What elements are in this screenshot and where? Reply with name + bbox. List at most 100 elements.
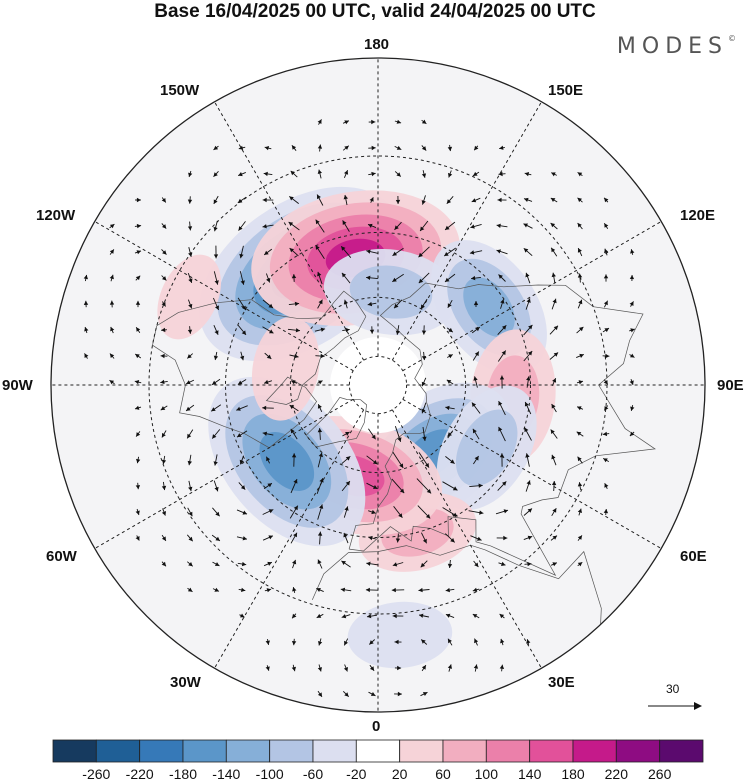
wind-vector bbox=[369, 197, 374, 203]
wind-vector bbox=[577, 561, 583, 567]
wind-vector bbox=[551, 403, 557, 413]
wind-vector bbox=[526, 376, 531, 388]
wind-vector bbox=[550, 535, 558, 541]
wind-vector bbox=[291, 274, 297, 282]
wind-vector bbox=[343, 299, 348, 309]
wind-vector bbox=[213, 351, 219, 361]
anomaly-contour bbox=[251, 316, 320, 421]
wind-vector bbox=[470, 535, 482, 541]
wind-vector bbox=[237, 196, 247, 204]
wind-vector bbox=[576, 380, 584, 385]
wind-vector bbox=[472, 613, 480, 619]
wind-vector bbox=[394, 426, 402, 442]
wind-vector bbox=[447, 144, 453, 152]
wind-vector bbox=[602, 458, 610, 463]
wind-vector bbox=[420, 532, 428, 544]
colorbar-tick-label: -140 bbox=[212, 766, 241, 782]
wind-vector bbox=[213, 245, 219, 259]
wind-vector bbox=[161, 534, 167, 542]
wind-vector bbox=[603, 508, 609, 516]
wind-vector bbox=[342, 120, 350, 125]
wind-vector bbox=[523, 350, 533, 362]
wind-vector bbox=[340, 587, 352, 592]
wind-vector bbox=[160, 405, 168, 411]
wind-vector bbox=[602, 327, 610, 333]
wind-vector bbox=[500, 638, 505, 646]
meridian bbox=[84, 215, 354, 372]
wind-vector bbox=[523, 197, 533, 202]
wind-vector bbox=[289, 505, 299, 519]
wind-vector bbox=[470, 223, 482, 229]
polar-cap bbox=[330, 337, 426, 433]
wind-vector bbox=[416, 478, 432, 494]
wind-vector bbox=[577, 273, 583, 283]
map-border bbox=[50, 57, 706, 713]
wind-vector bbox=[262, 509, 274, 515]
wind-vector bbox=[109, 300, 115, 308]
wind-vector bbox=[496, 535, 508, 541]
wind-vector bbox=[135, 197, 141, 203]
lon-label-150w: 150W bbox=[160, 82, 200, 99]
wind-vector bbox=[237, 324, 247, 336]
wind-vector bbox=[264, 146, 272, 151]
wind-vector bbox=[526, 639, 531, 645]
wind-vector bbox=[629, 301, 634, 307]
wind-vector bbox=[471, 402, 481, 414]
lon-label-60e: 60E bbox=[680, 548, 707, 565]
wind-vector bbox=[369, 326, 375, 334]
colorbar-cell bbox=[312, 739, 357, 763]
meridian bbox=[208, 409, 365, 679]
logo-mark: © bbox=[728, 34, 736, 43]
wind-vector bbox=[343, 638, 349, 646]
wind-vector bbox=[550, 197, 558, 203]
wind-vector bbox=[576, 431, 584, 437]
wind-vector bbox=[211, 429, 221, 439]
wind-vector bbox=[287, 328, 301, 333]
wind-vector bbox=[469, 250, 483, 255]
wind-vector bbox=[366, 249, 378, 254]
wind-vector bbox=[444, 533, 456, 543]
wind-vector bbox=[524, 172, 532, 177]
wind-vector bbox=[262, 224, 274, 229]
wind-vector bbox=[393, 299, 403, 309]
wind-vector bbox=[392, 562, 404, 567]
wind-vector bbox=[368, 639, 376, 645]
meridian bbox=[402, 398, 672, 555]
wind-vector bbox=[317, 428, 323, 440]
wind-vector bbox=[265, 665, 270, 671]
wind-vector bbox=[524, 427, 532, 441]
wind-vector bbox=[496, 223, 508, 228]
wind-vector bbox=[341, 480, 351, 492]
wind-vector bbox=[239, 245, 244, 259]
wind-vector bbox=[317, 531, 323, 545]
wind-vector bbox=[368, 171, 376, 177]
wind-vector bbox=[317, 169, 322, 179]
wind-vector bbox=[393, 506, 403, 518]
wind-vector bbox=[265, 273, 271, 283]
anomaly-contour bbox=[347, 601, 453, 669]
wind-vector bbox=[187, 454, 192, 466]
wind-vector bbox=[343, 170, 349, 178]
colorbar bbox=[52, 739, 704, 763]
wind-vector bbox=[262, 405, 274, 411]
wind-vector bbox=[550, 247, 558, 257]
wind-vector bbox=[420, 298, 428, 310]
wind-vector bbox=[212, 507, 220, 517]
wind-vector bbox=[109, 379, 115, 385]
wind-vector bbox=[366, 614, 378, 619]
wind-vector bbox=[135, 327, 141, 333]
wind-vector bbox=[421, 325, 427, 335]
wind-vector bbox=[290, 170, 298, 178]
wind-vector bbox=[603, 405, 609, 411]
wind-vector bbox=[473, 664, 479, 672]
wind-vector bbox=[468, 510, 484, 515]
wind-vector bbox=[603, 300, 609, 308]
wind-vector bbox=[576, 406, 584, 411]
wind-vector bbox=[366, 482, 378, 490]
wind-vector bbox=[394, 119, 402, 124]
wind-vector bbox=[577, 172, 583, 177]
wind-vector bbox=[368, 509, 376, 515]
wind-vector bbox=[629, 328, 635, 333]
wind-vector bbox=[366, 275, 378, 280]
wind-vector bbox=[446, 379, 454, 385]
